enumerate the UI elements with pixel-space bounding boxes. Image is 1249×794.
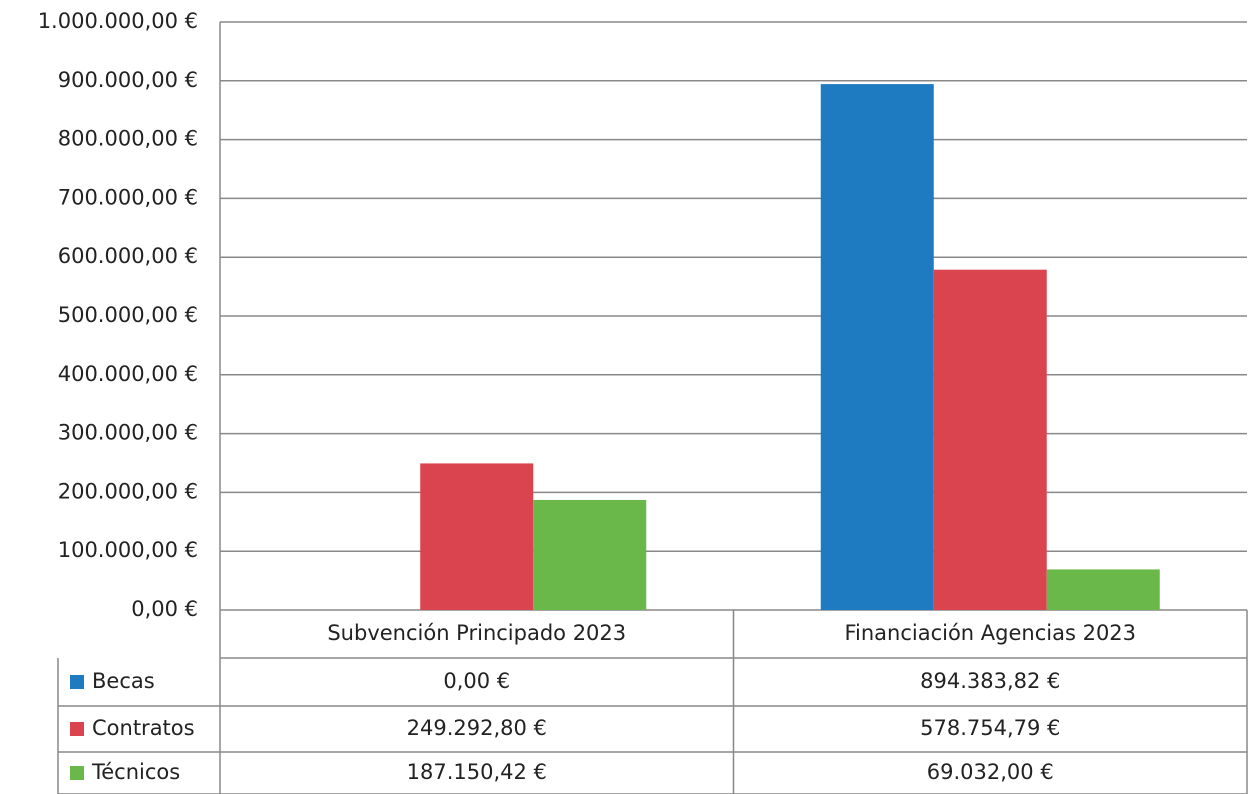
table-value: 249.292,80 € — [407, 716, 547, 740]
table-value: 894.383,82 € — [920, 669, 1060, 693]
bar — [933, 269, 1047, 610]
bar — [533, 499, 647, 610]
legend-label: Becas — [92, 669, 155, 693]
y-tick-label: 300.000,00 € — [58, 421, 198, 445]
table-value: 187.150,42 € — [407, 760, 547, 784]
legend-label: Contratos — [92, 716, 195, 740]
legend-key — [70, 766, 84, 780]
y-tick-label: 600.000,00 € — [58, 244, 198, 268]
y-tick-label: 800.000,00 € — [58, 127, 198, 151]
y-tick-label: 400.000,00 € — [58, 362, 198, 386]
bar — [1046, 569, 1160, 610]
y-tick-label: 900.000,00 € — [58, 68, 198, 92]
y-tick-label: 200.000,00 € — [58, 479, 198, 503]
category-label: Financiación Agencias 2023 — [844, 621, 1136, 645]
table-value: 578.754,79 € — [920, 716, 1060, 740]
table-value: 69.032,00 € — [927, 760, 1054, 784]
y-tick-label: 700.000,00 € — [58, 185, 198, 209]
legend-key — [70, 722, 84, 736]
legend-key — [70, 675, 84, 689]
legend-label: Técnicos — [91, 760, 180, 784]
y-tick-label: 100.000,00 € — [58, 538, 198, 562]
bar — [820, 84, 934, 611]
y-tick-label: 0,00 € — [131, 597, 198, 621]
y-tick-label: 500.000,00 € — [58, 303, 198, 327]
category-label: Subvención Principado 2023 — [327, 621, 626, 645]
y-tick-label: 1.000.000,00 € — [38, 9, 198, 33]
bar — [420, 463, 534, 610]
table-value: 0,00 € — [443, 669, 510, 693]
